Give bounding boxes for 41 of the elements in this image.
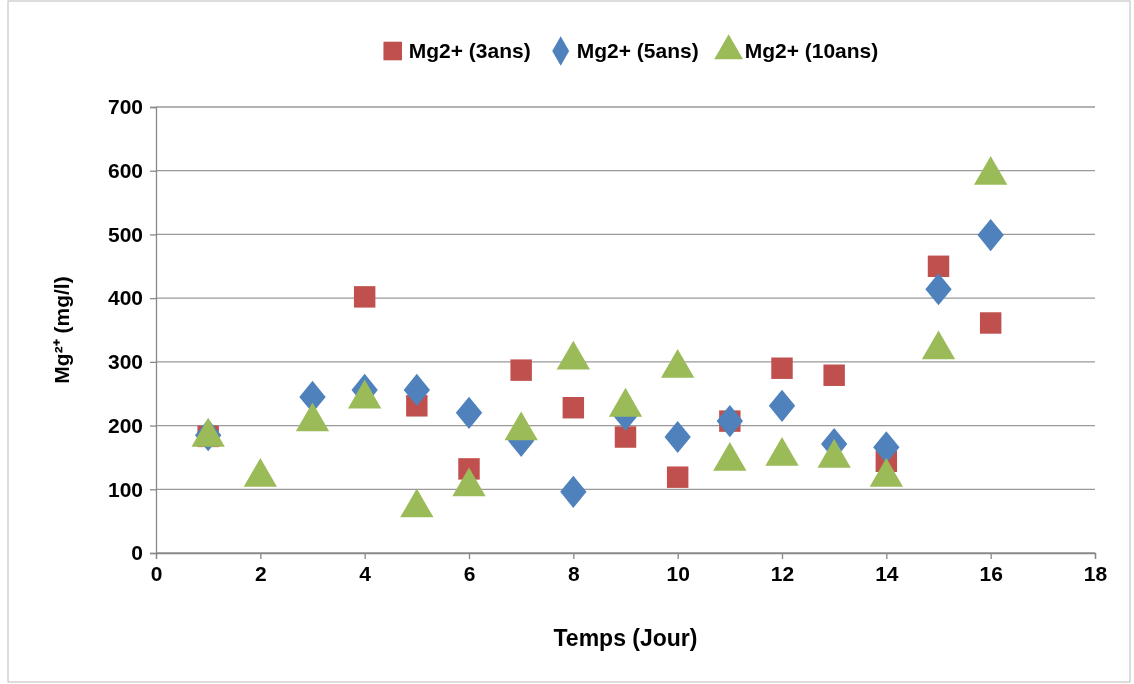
point (455, 396, 483, 429)
point (873, 431, 900, 464)
x-axis-title: Temps (Jour) (553, 625, 698, 651)
x-tick-label: 6 (463, 561, 476, 585)
y-tick-label: 500 (107, 222, 143, 246)
legend-label: Mg2+ (5ans) (576, 39, 699, 62)
y-tick-label: 200 (107, 413, 143, 437)
point (614, 426, 637, 448)
point (562, 397, 585, 419)
x-tick-label: 16 (979, 561, 1003, 585)
y-tick-label: 300 (107, 350, 143, 374)
x-tick-label: 0 (150, 561, 163, 585)
y-tick-label: 700 (107, 95, 143, 119)
point (666, 466, 689, 488)
x-tick-label: 4 (359, 561, 372, 585)
legend-label: Mg2+ (10ans) (744, 39, 879, 62)
y-tick-label: 600 (107, 158, 143, 182)
point (510, 359, 532, 381)
x-tick-label: 8 (567, 561, 580, 585)
point (979, 312, 1002, 334)
point (927, 255, 950, 278)
x-tick-label: 18 (1083, 561, 1108, 585)
y-tick-label: 400 (107, 286, 143, 310)
point (925, 273, 952, 306)
point (716, 405, 744, 438)
point (771, 357, 793, 379)
point (768, 389, 796, 422)
y-axis-title: Mg²⁺ (mg/l) (50, 276, 73, 384)
point (823, 364, 845, 386)
x-tick-label: 2 (254, 561, 267, 585)
x-tick-label: 10 (666, 561, 690, 585)
point (353, 286, 376, 308)
point (664, 420, 691, 454)
y-tick-label: 100 (107, 477, 143, 501)
x-tick-label: 14 (875, 561, 899, 585)
y-tick-label: 0 (131, 541, 143, 565)
legend-label: Mg2+ (3ans) (408, 39, 531, 62)
point (403, 373, 431, 406)
point (560, 475, 587, 508)
x-tick-label: 12 (770, 561, 795, 585)
point (977, 219, 1004, 252)
